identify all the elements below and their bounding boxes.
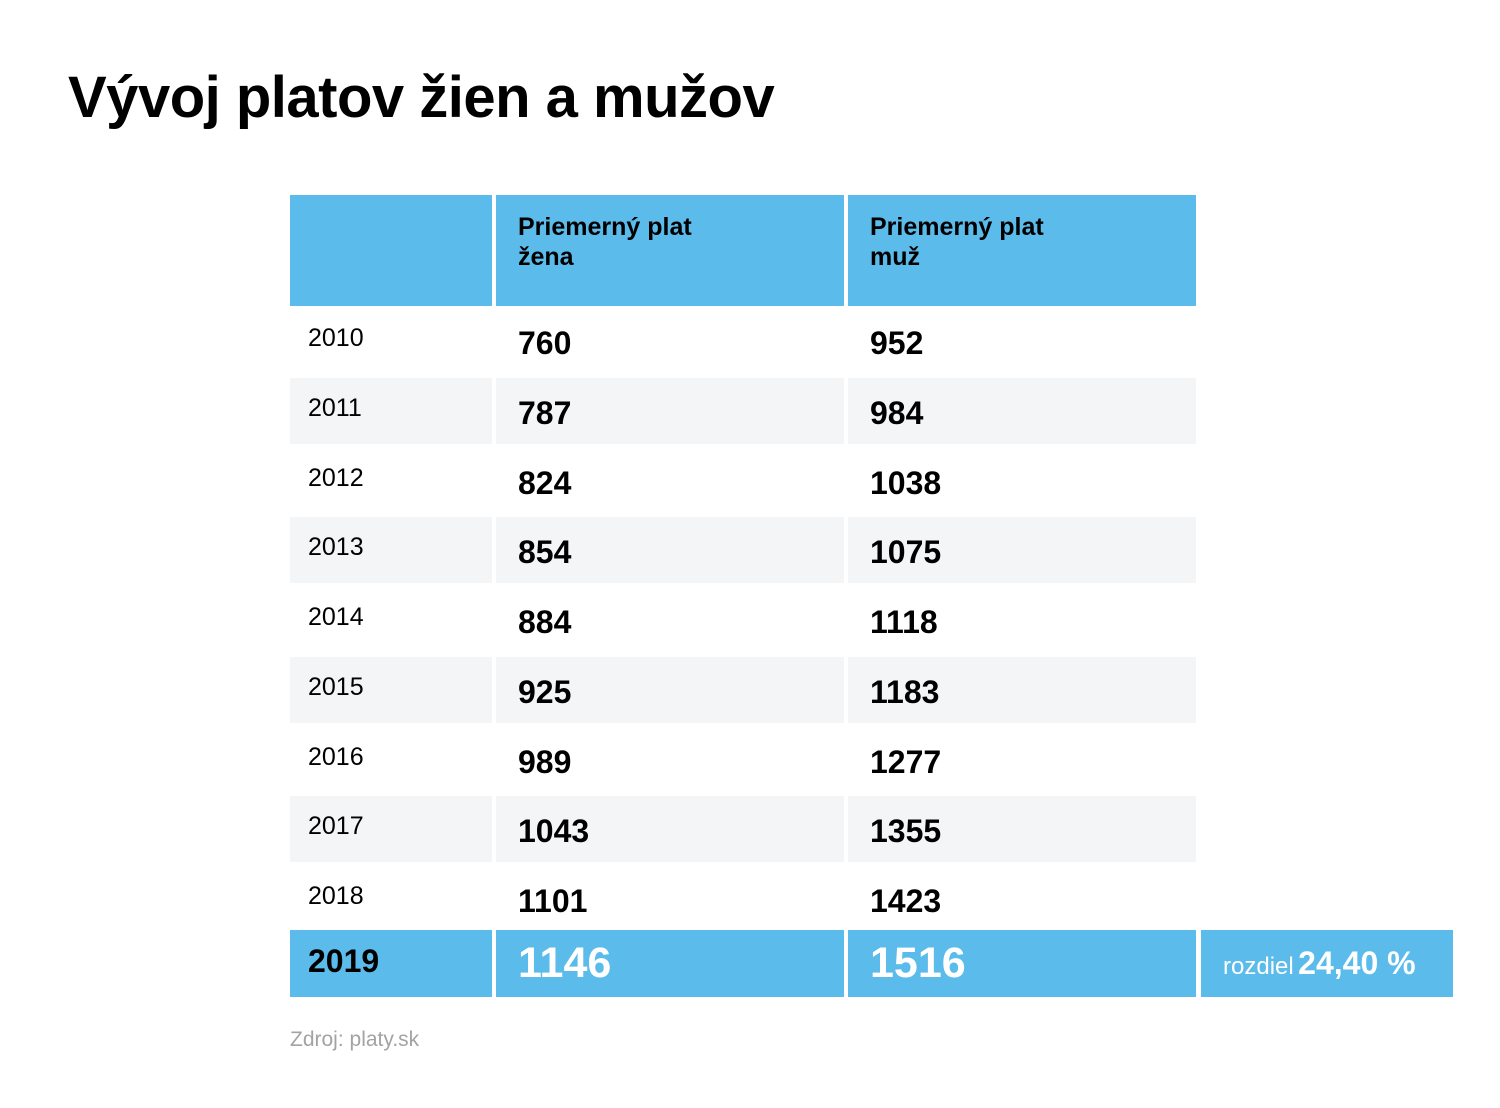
highlight-women-cell: 1146: [496, 930, 844, 997]
highlight-year-cell: 2019: [290, 930, 492, 997]
chart-title: Vývoj platov žien a mužov: [68, 65, 775, 130]
source-note: Zdroj: platy.sk: [290, 1028, 420, 1051]
year-cell: 2011: [290, 377, 492, 444]
header-cell-year: [290, 195, 492, 306]
women-salary-cell: 989: [518, 743, 572, 780]
year-cell: 2017: [290, 796, 492, 862]
women-salary-cell: 1043: [496, 796, 844, 862]
men-salary-cell: 1038: [870, 464, 942, 501]
difference-badge: rozdiel 24,40 %: [1201, 930, 1453, 997]
men-salary-cell: 1423: [870, 883, 942, 919]
header-women-line2: žena: [518, 243, 574, 271]
women-salary-cell: 854: [496, 517, 844, 583]
men-salary-cell: 952: [870, 325, 924, 361]
women-salary-cell: 884: [518, 604, 572, 640]
men-salary-cell: 1118: [870, 604, 938, 640]
men-salary-cell: 1183: [848, 656, 1196, 723]
year-cell: 2018: [308, 882, 364, 910]
men-salary-cell: 984: [848, 377, 1196, 444]
year-cell: 2014: [308, 603, 364, 631]
women-salary-cell: 925: [496, 656, 844, 723]
women-salary-cell: 1101: [518, 883, 588, 919]
women-salary-cell: 824: [518, 464, 572, 501]
men-salary-cell: 1355: [848, 796, 1196, 862]
women-salary-cell: 787: [496, 377, 844, 444]
year-cell: 2015: [290, 656, 492, 723]
header-men-line2: muž: [870, 243, 920, 271]
difference-value: 24,40 %: [1298, 945, 1416, 981]
difference-label: rozdiel: [1223, 953, 1294, 980]
header-cell-women: Priemerný plat žena: [496, 195, 844, 306]
header-cell-men: Priemerný plat muž: [848, 195, 1196, 306]
year-cell: 2012: [308, 463, 364, 492]
year-cell: 2016: [308, 742, 364, 771]
highlight-men-cell: 1516: [848, 930, 1196, 997]
header-men-line1: Priemerný plat: [870, 213, 1044, 241]
men-salary-cell: 1075: [848, 517, 1196, 583]
year-cell: 2010: [308, 324, 364, 352]
year-cell: 2013: [290, 517, 492, 583]
women-salary-cell: 760: [518, 325, 572, 361]
men-salary-cell: 1277: [870, 743, 942, 780]
header-women-line1: Priemerný plat: [518, 213, 692, 241]
